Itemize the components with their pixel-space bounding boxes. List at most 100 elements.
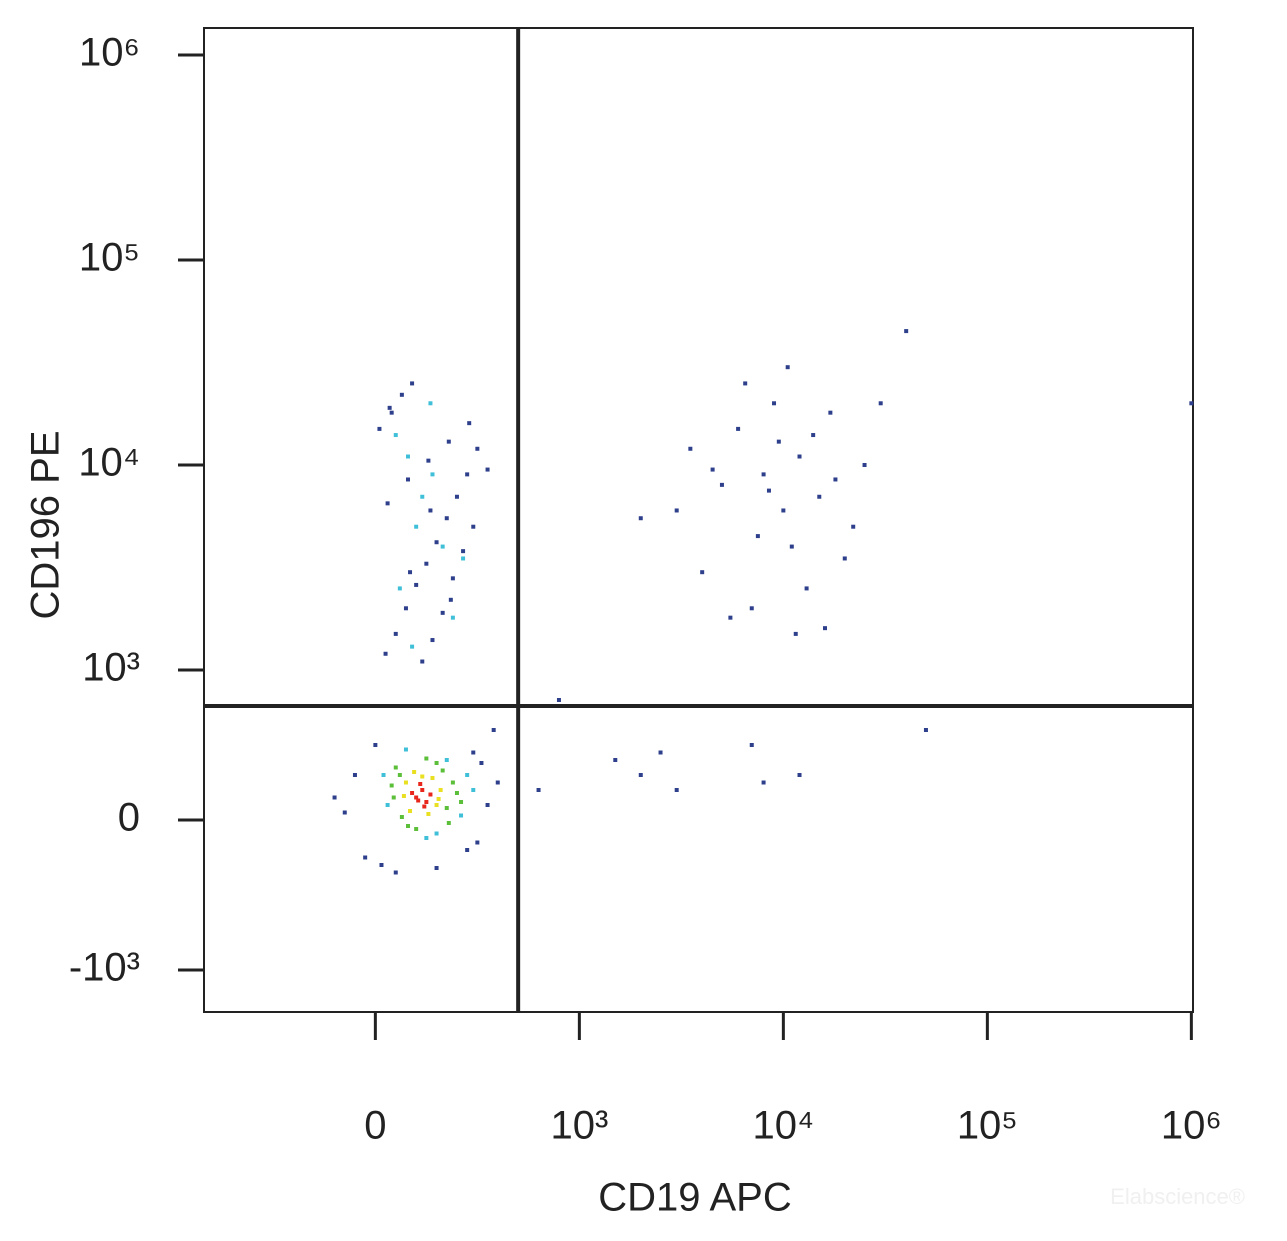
point xyxy=(613,758,618,762)
point xyxy=(638,516,643,521)
point xyxy=(397,586,402,591)
point xyxy=(412,770,417,774)
point xyxy=(393,433,398,438)
point xyxy=(638,773,643,777)
point xyxy=(373,743,378,747)
point xyxy=(383,651,388,656)
point xyxy=(736,426,741,431)
point xyxy=(414,524,419,529)
point xyxy=(459,800,464,804)
point xyxy=(420,494,425,499)
point xyxy=(428,401,433,406)
point xyxy=(785,365,790,370)
point xyxy=(424,800,429,804)
point xyxy=(465,848,470,852)
point xyxy=(446,439,451,444)
point xyxy=(728,615,733,620)
point xyxy=(755,534,760,539)
point xyxy=(823,626,828,631)
y-tick-label: 0 xyxy=(118,796,140,840)
point xyxy=(811,433,816,438)
point xyxy=(440,768,445,773)
y-tick-label: 10⁵ xyxy=(79,236,140,280)
x-tick-label: 10⁶ xyxy=(1161,1104,1222,1148)
point xyxy=(434,540,439,545)
point xyxy=(471,750,476,755)
point xyxy=(842,556,847,561)
point xyxy=(440,544,445,549)
point xyxy=(536,788,541,792)
point xyxy=(418,782,423,786)
point xyxy=(475,840,480,845)
point xyxy=(793,631,798,636)
point xyxy=(789,544,794,549)
point xyxy=(430,776,435,780)
point xyxy=(397,773,402,777)
point xyxy=(385,501,390,506)
y-tick-label: -10³ xyxy=(69,946,140,990)
point xyxy=(851,524,856,529)
point xyxy=(761,780,766,785)
point xyxy=(674,508,679,513)
point xyxy=(761,472,766,477)
point xyxy=(403,747,408,752)
point xyxy=(389,783,394,788)
y-axis-title: CD196 PE xyxy=(24,431,68,620)
point xyxy=(688,446,693,451)
point xyxy=(426,812,431,816)
point xyxy=(342,810,347,815)
point xyxy=(428,508,433,513)
x-axis-title: CD19 APC xyxy=(598,1176,791,1220)
point xyxy=(399,392,404,397)
point xyxy=(408,570,413,575)
point xyxy=(772,401,777,406)
point xyxy=(749,743,754,747)
point xyxy=(749,606,754,611)
y-tick-label: 10³ xyxy=(82,646,140,690)
point xyxy=(904,329,909,334)
point xyxy=(414,795,419,800)
point xyxy=(465,773,470,777)
point xyxy=(448,597,453,602)
point xyxy=(410,791,415,795)
point xyxy=(422,804,427,809)
point xyxy=(389,410,394,415)
x-tick-label: 10³ xyxy=(550,1104,608,1148)
point xyxy=(379,863,384,867)
watermark: Elabscience® xyxy=(1110,1184,1245,1209)
point xyxy=(406,477,410,482)
point xyxy=(450,615,455,620)
point xyxy=(710,467,715,472)
point xyxy=(406,824,410,828)
point xyxy=(391,795,396,800)
point xyxy=(385,803,390,807)
point xyxy=(416,798,421,803)
point xyxy=(424,561,429,566)
point xyxy=(377,426,382,431)
point xyxy=(434,866,439,870)
point xyxy=(833,477,838,482)
point xyxy=(363,855,368,860)
point xyxy=(459,813,464,818)
point xyxy=(403,606,408,611)
point xyxy=(450,576,455,581)
point xyxy=(428,792,433,797)
point xyxy=(454,791,459,795)
point xyxy=(401,794,406,798)
y-tick-label: 10⁶ xyxy=(79,31,140,75)
point xyxy=(444,758,449,762)
point xyxy=(393,631,398,636)
point xyxy=(403,780,408,785)
point xyxy=(414,582,419,587)
point xyxy=(471,524,476,529)
point xyxy=(465,472,470,477)
point xyxy=(454,494,459,499)
point xyxy=(440,610,445,615)
point xyxy=(410,644,415,649)
point xyxy=(410,381,415,386)
plot-frame xyxy=(203,27,1194,1013)
point xyxy=(406,454,410,459)
point xyxy=(804,586,809,591)
point xyxy=(719,482,724,487)
